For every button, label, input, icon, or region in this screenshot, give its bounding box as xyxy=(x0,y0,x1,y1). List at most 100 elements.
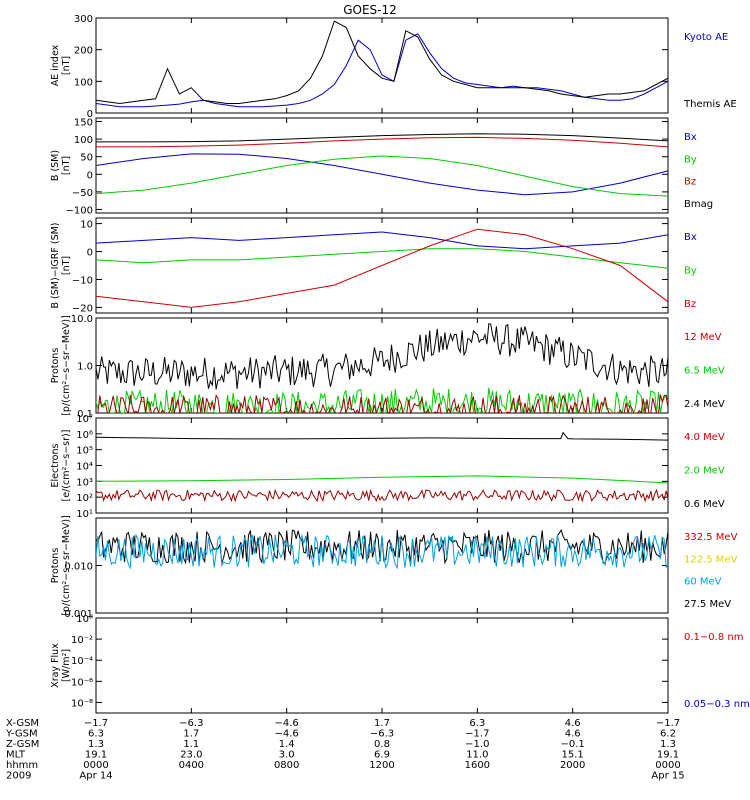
series-line xyxy=(96,133,668,143)
table-cell: −4.6 xyxy=(275,729,299,740)
legend-entry: 12 MeV xyxy=(684,332,722,343)
table-row-label: MLT xyxy=(6,750,26,761)
legend-entry: By xyxy=(684,266,697,277)
table-cell: −4.6 xyxy=(275,718,299,729)
table-cell: 1.4 xyxy=(279,739,295,750)
y-tick-label: 300 xyxy=(74,14,93,25)
panel-1: 0 100 200 300 AE index [nT] Kyoto AE Themis AE xyxy=(50,14,737,120)
series-line xyxy=(96,533,668,570)
table-cell: 19.1 xyxy=(657,750,679,761)
table-cell: 3.0 xyxy=(279,750,295,761)
legend-entry: 2.4 MeV xyxy=(684,399,725,410)
series-line xyxy=(96,323,668,390)
y-tick-label: 10² xyxy=(76,493,93,504)
legend-entry: Bz xyxy=(684,177,696,188)
y-tick-label: 10 xyxy=(80,220,93,231)
y-tick-label: 10⁻² xyxy=(71,635,93,646)
table-cell: 0800 xyxy=(274,760,299,771)
y-tick-label: 10⁻⁴ xyxy=(71,656,93,667)
table-cell: −1.7 xyxy=(84,718,108,729)
table-cell: 1.1 xyxy=(183,739,199,750)
series-line xyxy=(96,20,668,105)
legend-entry: 332.5 MeV xyxy=(684,532,738,543)
series-line xyxy=(96,475,668,484)
legend-entry: 0.05−0.3 nm xyxy=(684,699,750,710)
y-axis-label: [p/(cm²−s−sr−MeV)] xyxy=(61,315,72,416)
y-tick-label: 0 xyxy=(87,248,93,259)
y-tick-label: 0 xyxy=(87,170,93,181)
plot-frame xyxy=(95,617,669,714)
table-cell: 6.9 xyxy=(374,750,390,761)
y-axis-label: [nT] xyxy=(61,256,72,275)
table-row-label: X-GSM xyxy=(6,718,39,729)
y-tick-label: 10³ xyxy=(76,477,93,488)
legend-entry: Themis AE xyxy=(683,99,737,110)
table-cell: −1.7 xyxy=(465,729,489,740)
y-axis-label: Protons xyxy=(50,348,61,384)
y-axis-label: Electrons xyxy=(50,443,61,487)
y-tick-label: 10⁷ xyxy=(76,414,93,425)
panel-5: 10¹ 10² 10³ 10⁴ 10⁵ 10⁶ 10⁷ Electrons [e/(cm²−s−… xyxy=(50,414,725,520)
y-tick-label: 0 xyxy=(87,109,93,120)
panel-2: −100 −50 0 50 100 150 B (SM) [nT] Bx By Bz Bmag xyxy=(50,117,713,216)
y-tick-label: 10⁰ xyxy=(76,614,93,625)
y-tick-label: 150 xyxy=(74,118,93,129)
table-cell: 15.1 xyxy=(562,750,584,761)
y-tick-label: 50 xyxy=(80,153,93,164)
y-tick-label: 10⁶ xyxy=(76,430,93,441)
y-tick-label: 100 xyxy=(74,77,93,88)
legend-entry: 2.0 MeV xyxy=(684,466,725,477)
table-row-label: Z-GSM xyxy=(6,739,39,750)
table-cell: −0.1 xyxy=(561,739,585,750)
y-tick-label: 100 xyxy=(74,135,93,146)
y-tick-label: −50 xyxy=(72,188,93,199)
table-cell: −1.7 xyxy=(656,718,680,729)
panel-4: 0.1 1.0 10.0 Protons [p/(cm²−s−sr−MeV)] 12 Me… xyxy=(50,314,725,420)
y-tick-label: 0.1 xyxy=(77,409,93,420)
table-cell: 6.2 xyxy=(660,729,676,740)
table-cell: 23.0 xyxy=(180,750,202,761)
y-axis-label: [nT] xyxy=(61,156,72,175)
legend-entry: 60 MeV xyxy=(684,577,722,588)
legend-entry: Bmag xyxy=(684,199,713,210)
panel-7: 10⁻⁸ 10⁻⁶ 10⁻⁴ 10⁻² 10⁰ Xray Flux [W/m²] 0.1−0.… xyxy=(50,614,750,714)
table-cell: 1.3 xyxy=(88,739,104,750)
table-row-label: 2009 xyxy=(6,771,31,782)
legend-entry: 122.5 MeV xyxy=(684,554,738,565)
plot-frame xyxy=(95,117,669,214)
series-line xyxy=(96,228,668,308)
legend-entry: 27.5 MeV xyxy=(684,599,731,610)
legend-entry: 0.1−0.8 nm xyxy=(684,632,743,643)
legend-entry: By xyxy=(684,154,697,165)
table-cell: 4.6 xyxy=(565,718,581,729)
legend-entry: Kyoto AE xyxy=(684,32,728,43)
table-cell: 6.3 xyxy=(88,729,104,740)
panel-3: −20 −10 0 10 B (SM)−IGRF (SM) [nT] Bx By Bz xyxy=(50,217,697,314)
series-line xyxy=(96,153,668,196)
y-tick-label: 0.001 xyxy=(64,609,93,620)
y-axis-label: [p/(cm²−s−sr−MeV)] xyxy=(61,515,72,616)
series-line xyxy=(96,431,668,441)
legend-entry: Bz xyxy=(684,299,696,310)
series-line xyxy=(96,488,668,503)
table-cell: Apr 15 xyxy=(651,771,684,782)
table-cell: −6.3 xyxy=(370,729,394,740)
series-line xyxy=(96,155,668,197)
legend-entry: Bx xyxy=(684,132,697,143)
series-line xyxy=(96,231,668,250)
y-axis-label: [e/(cm²−s−sr)] xyxy=(61,430,72,502)
table-cell: 1.7 xyxy=(374,718,390,729)
table-cell: 1600 xyxy=(465,760,490,771)
legend-entry: 4.0 MeV xyxy=(684,432,725,443)
y-axis-label: B (SM)−IGRF (SM) xyxy=(50,222,61,308)
series-line xyxy=(96,528,668,565)
y-axis-label: [nT] xyxy=(61,56,72,75)
table-cell: 1.3 xyxy=(660,739,676,750)
table-cell: 19.1 xyxy=(85,750,107,761)
y-tick-label: −10 xyxy=(72,275,93,286)
table-row-label: Y-GSM xyxy=(5,729,38,740)
legend-entry: 6.5 MeV xyxy=(684,366,725,377)
y-tick-label: 0.010 xyxy=(64,562,93,573)
table-cell: 1200 xyxy=(369,760,394,771)
y-axis-label: B (SM) xyxy=(50,150,61,181)
